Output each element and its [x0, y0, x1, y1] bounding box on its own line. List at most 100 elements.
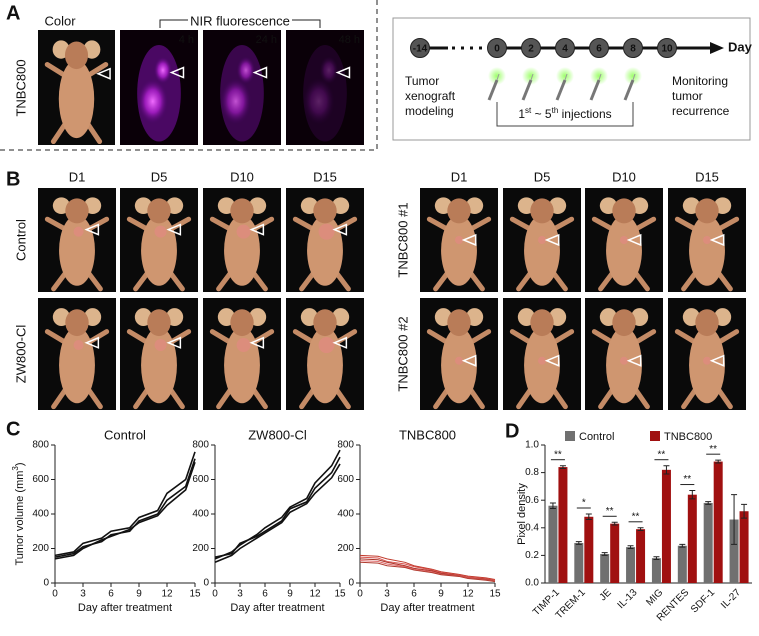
- mouse-photo: [38, 188, 116, 292]
- text-part: ): [14, 462, 26, 466]
- arrowhead: [84, 336, 100, 349]
- y-tick-label: 0: [43, 578, 49, 589]
- time-label: 48 h: [339, 34, 360, 46]
- bar: [600, 554, 610, 583]
- day-node: [555, 38, 575, 58]
- day-number: 0: [494, 44, 500, 55]
- error-bar: [601, 552, 608, 556]
- chart-title: Control: [104, 427, 146, 442]
- error-bar: [731, 494, 738, 545]
- series-line: [359, 561, 496, 583]
- error-bar: [663, 465, 670, 475]
- mouse-body: [606, 215, 642, 286]
- x-tick-label: SDF-1: [689, 587, 718, 616]
- bracket: [159, 19, 321, 28]
- day-number: 4: [562, 44, 568, 55]
- y-tick-label: 600: [32, 474, 49, 485]
- syringe-needle: [564, 73, 568, 81]
- mouse-limb: [433, 270, 450, 292]
- nir-signal: [303, 78, 335, 125]
- time-label: 4 h: [179, 34, 194, 46]
- mouse-limb: [716, 387, 733, 410]
- syringe: [555, 79, 567, 101]
- mouse-limb: [426, 329, 451, 346]
- significance: **: [554, 449, 562, 460]
- mouse-photo: [420, 188, 498, 292]
- series-line: [359, 556, 496, 581]
- y-tick-label: 400: [337, 509, 354, 520]
- chart-title: ZW800-Cl: [248, 427, 307, 442]
- mouse-body: [441, 215, 477, 286]
- mouse-photo: [120, 188, 198, 292]
- y-tick-label: 200: [192, 543, 209, 554]
- tumor: [620, 236, 628, 244]
- text-part: th: [552, 106, 559, 115]
- x-tick-label: 9: [287, 589, 293, 600]
- bar: [584, 516, 594, 583]
- nir-signal: [220, 78, 252, 125]
- x-tick-label: 0: [52, 589, 58, 600]
- series-line: [54, 451, 196, 557]
- arrowhead: [335, 66, 351, 79]
- x-axis-label: Day after treatment: [78, 602, 172, 614]
- mouse-limb: [715, 216, 740, 233]
- y-tick-label: 0.0: [525, 578, 539, 589]
- mouse-limb: [516, 270, 533, 292]
- mouse-limb: [86, 387, 103, 410]
- x-tick-label: 3: [80, 589, 86, 600]
- mouse-photo: [503, 298, 581, 410]
- syringe: [487, 79, 499, 101]
- y-tick-label: 0.8: [525, 467, 539, 478]
- injection-glow: [556, 67, 574, 85]
- error-bar: [637, 527, 644, 532]
- text-part: 1: [518, 107, 525, 121]
- day-node: [487, 38, 507, 58]
- mouse-limb: [681, 270, 698, 292]
- mouse-limb: [292, 216, 317, 233]
- row-label: TNBC800: [13, 59, 28, 116]
- tumor: [236, 224, 251, 239]
- text-part: st: [525, 106, 532, 115]
- tumor: [73, 226, 84, 237]
- mouse-limb: [551, 387, 568, 410]
- mouse-limb: [633, 387, 650, 410]
- header: Color: [44, 13, 76, 28]
- mouse-photo: [668, 298, 746, 410]
- day-node: [521, 38, 541, 58]
- day-number: 2: [528, 44, 534, 55]
- mouse-limb: [126, 329, 151, 346]
- day-number: 6: [596, 44, 602, 55]
- x-tick-label: 9: [438, 589, 444, 600]
- x-tick-label: 3: [384, 589, 390, 600]
- mouse-body: [606, 327, 642, 404]
- mouse-photo: [203, 298, 281, 410]
- mouse-limb: [133, 387, 150, 410]
- bar: [729, 519, 739, 583]
- row-label: Control: [13, 219, 28, 261]
- arrowhead: [544, 354, 560, 367]
- syringe-needle: [598, 73, 602, 81]
- tumor: [455, 236, 463, 244]
- y-axis-label: Tumor volume (mm3): [11, 462, 26, 565]
- x-tick-label: 6: [108, 589, 114, 600]
- mouse-head: [147, 309, 171, 337]
- arrowhead: [626, 233, 642, 247]
- mouse-limb: [551, 270, 568, 292]
- arrowhead: [709, 233, 725, 247]
- mouse-photo: [585, 188, 663, 292]
- mouse-head: [612, 198, 636, 224]
- day-header: D5: [151, 169, 168, 184]
- timeline-text: 1st ~ 5th injections: [518, 106, 611, 121]
- x-tick-label: JE: [598, 587, 614, 603]
- chart-title: TNBC800: [399, 427, 456, 442]
- syringe-needle: [632, 73, 636, 81]
- series-line: [359, 554, 496, 581]
- arrowhead: [544, 233, 560, 247]
- nir-photo: [120, 30, 198, 145]
- day-header: D10: [612, 169, 636, 184]
- mouse-limb: [633, 270, 650, 292]
- text-part: Tumor volume (mm: [14, 471, 26, 566]
- mouse-body: [441, 327, 477, 404]
- mouse-head: [147, 198, 171, 224]
